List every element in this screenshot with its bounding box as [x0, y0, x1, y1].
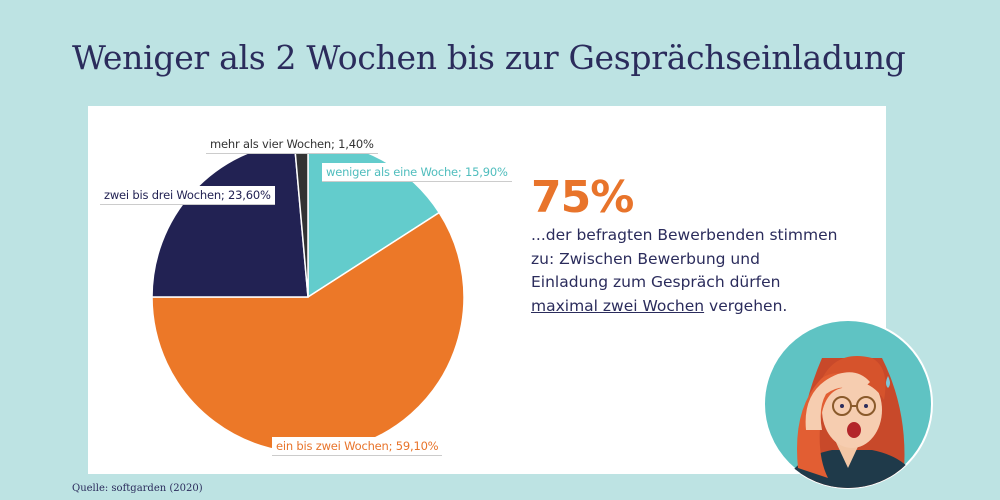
slice-label-mehr-als-vier-wochen: mehr als vier Wochen; 1,40% — [206, 135, 378, 154]
pie-chart — [151, 140, 465, 454]
stat-description: ...der befragten Bewerbenden stimmen zu:… — [531, 224, 841, 318]
stat-percentage: 75% — [531, 172, 634, 223]
slice-label-ein-bis-zwei-wochen: ein bis zwei Wochen; 59,10% — [272, 437, 443, 456]
chart-panel: weniger als eine Woche; 15,90% ein bis z… — [88, 106, 886, 474]
pie-slice-2 — [151, 140, 309, 298]
stat-text-part2: vergehen. — [704, 296, 788, 315]
stat-text-underlined: maximal zwei Wochen — [531, 296, 705, 315]
slice-label-zwei-bis-drei-wochen: zwei bis drei Wochen; 23,60% — [100, 186, 275, 205]
surprised-woman-avatar-icon — [763, 319, 933, 489]
slice-label-weniger-als-eine-woche: weniger als eine Woche; 15,90% — [322, 163, 512, 182]
page-title: Weniger als 2 Wochen bis zur Gesprächsei… — [72, 38, 906, 77]
stat-text-part1: ...der befragten Bewerbenden stimmen zu:… — [531, 226, 838, 291]
source-note: Quelle: softgarden (2020) — [72, 483, 203, 494]
